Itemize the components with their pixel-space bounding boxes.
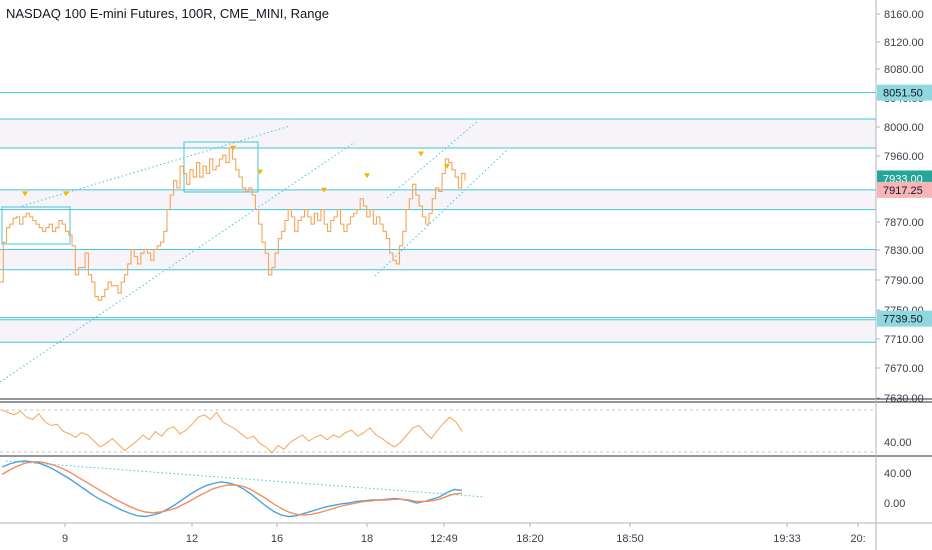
price-label-badge [877,84,932,101]
annotation-layer [0,120,509,498]
y-tick-label: 7670.00 [884,363,924,375]
signal-marker [418,151,424,157]
y-tick-label: 7790.00 [884,275,924,287]
dotted-trend-line [5,460,486,498]
price-label-badge [877,310,932,327]
rsi-line [1,409,463,454]
x-tick-label: 19:33 [773,533,801,545]
signal-marker [257,169,263,175]
macd-signal-line [1,461,463,516]
y-tick-label: 7630.00 [884,393,924,405]
zone-layer [0,119,876,343]
dotted-trend-line [374,148,509,277]
x-tick-label: 9 [62,533,68,545]
price-label-badge [877,181,932,198]
price-label-text: 8051.50 [883,88,923,100]
y-tick-label: 8160.00 [884,9,924,21]
y-tick-label: 40.00 [884,468,912,480]
y-tick-label: 8080.00 [884,64,924,76]
chart-title: NASDAQ 100 E-mini Futures, 100R, CME_MIN… [6,6,329,21]
y-tick-label: 40.00 [884,437,912,449]
price-zone [0,319,876,343]
price-label-text: 7917.25 [883,185,923,197]
signal-marker [364,173,370,179]
signal-marker [321,187,327,193]
y-tick-label: 7870.00 [884,217,924,229]
price-series-line [0,147,466,301]
y-tick-label: 7710.00 [884,334,924,346]
annotation-rectangle [1,206,71,245]
x-tick-label: 18:50 [616,533,644,545]
x-tick-label: 18 [361,533,373,545]
x-tick-label: 18:20 [516,533,544,545]
signal-marker [22,191,28,197]
level-layer [0,92,876,343]
annotation-rectangle [183,141,259,193]
price-zone [0,249,876,270]
signal-marker [63,191,69,197]
indicator-layer [0,409,876,518]
macd-line [1,460,463,518]
dotted-trend-line [0,141,356,383]
x-tick-label: 16 [271,533,283,545]
x-tick-label: 12 [186,533,198,545]
y-tick-label: 7960.00 [884,151,924,163]
x-tick-label: 12:49 [430,533,458,545]
price-zone [0,189,876,210]
x-tick-label: 20: [850,533,865,545]
price-label-text: 7739.50 [883,314,923,326]
dotted-trend-line [21,125,291,207]
y-tick-label: 8000.00 [884,122,924,134]
price-zone [0,119,876,149]
y-tick-label: 7830.00 [884,245,924,257]
y-tick-label: 8120.00 [884,37,924,49]
y-tick-label: 0.00 [884,498,905,510]
price-layer [0,147,466,301]
